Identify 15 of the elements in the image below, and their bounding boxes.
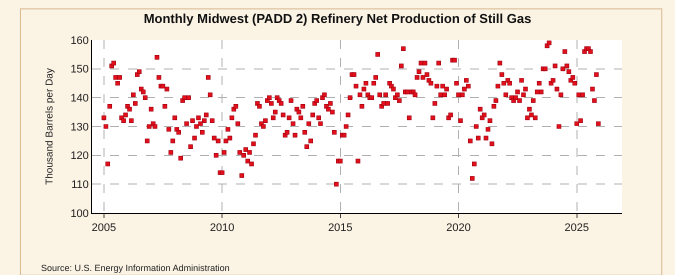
x-tick-label: 2020: [446, 222, 471, 234]
y-tick-label: 150: [70, 64, 89, 76]
y-tick-label: 160: [70, 34, 89, 47]
y-tick-label: 120: [70, 150, 89, 162]
chart-title: Monthly Midwest (PADD 2) Refinery Net Production of Still Gas: [144, 10, 532, 26]
x-tick-label: 2005: [92, 222, 116, 234]
y-tick-label: 130: [70, 121, 89, 134]
x-tick-label: 2010: [210, 222, 234, 234]
x-tick-label: 2015: [328, 222, 353, 234]
x-tick-label: 2025: [564, 222, 589, 234]
y-tick-label: 140: [70, 92, 89, 105]
source-note: Source: U.S. Energy Information Administration: [41, 263, 230, 273]
y-tick-label: 100: [70, 208, 89, 220]
y-axis-title: Thousand Barrels per Day: [44, 68, 56, 185]
y-tick-label: 110: [71, 179, 89, 192]
